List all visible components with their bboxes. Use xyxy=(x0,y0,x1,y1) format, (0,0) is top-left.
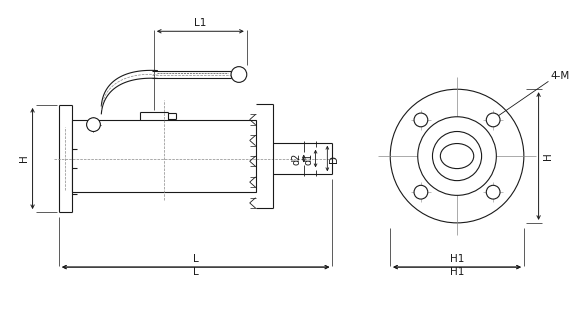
Text: H1: H1 xyxy=(450,254,464,264)
Bar xyxy=(72,120,256,192)
Text: H1: H1 xyxy=(0,318,1,319)
Text: H: H xyxy=(19,155,28,162)
Text: L: L xyxy=(193,254,198,264)
Text: d2: d2 xyxy=(292,152,302,165)
Circle shape xyxy=(433,131,481,181)
Text: H: H xyxy=(542,152,553,160)
Text: 4-M: 4-M xyxy=(550,71,570,81)
Circle shape xyxy=(231,67,246,82)
Ellipse shape xyxy=(440,144,474,168)
Text: L1: L1 xyxy=(194,18,206,28)
Circle shape xyxy=(414,185,428,199)
Circle shape xyxy=(418,117,496,195)
Circle shape xyxy=(486,185,500,199)
Text: L: L xyxy=(193,267,198,277)
Text: L: L xyxy=(0,318,1,319)
Circle shape xyxy=(86,118,100,131)
Circle shape xyxy=(390,89,524,223)
Text: H1: H1 xyxy=(450,267,464,277)
Circle shape xyxy=(486,113,500,127)
Text: D: D xyxy=(329,154,339,162)
Circle shape xyxy=(414,113,428,127)
Text: d1: d1 xyxy=(303,152,314,165)
